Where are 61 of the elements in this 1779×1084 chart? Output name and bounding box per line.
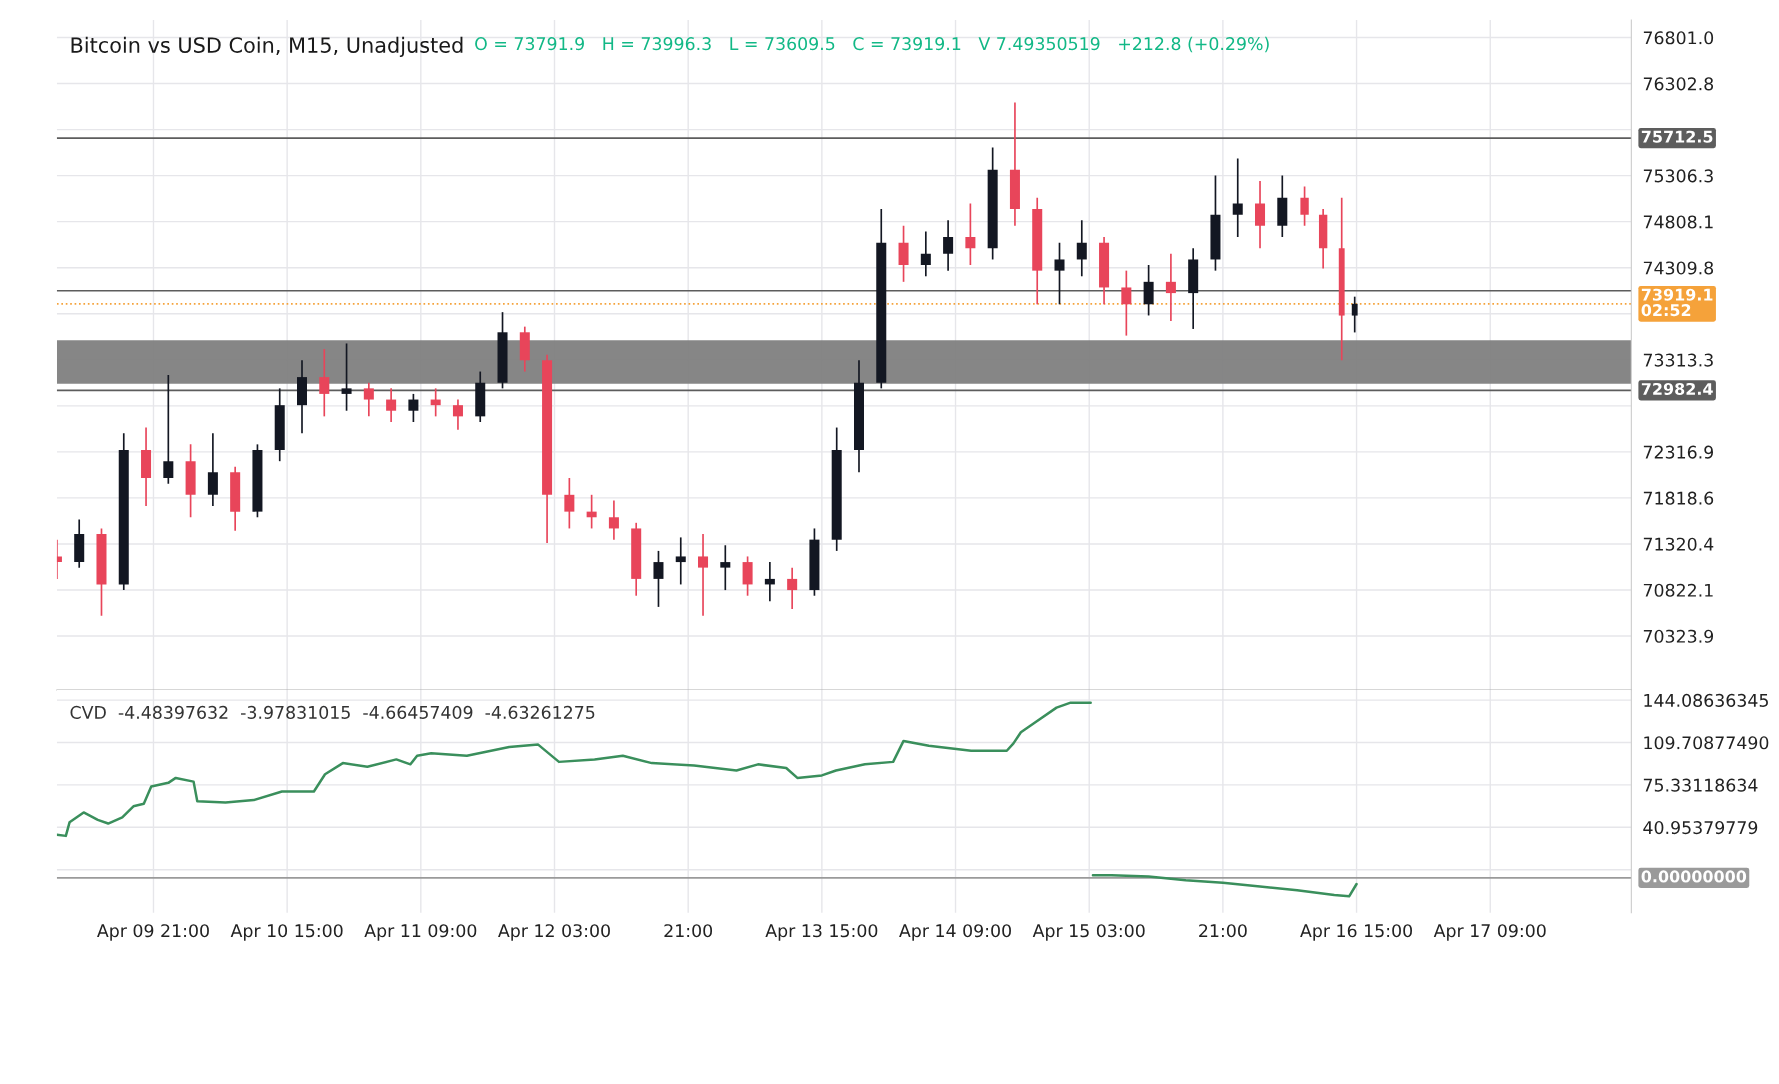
- candlestick: [898, 224, 909, 283]
- y-tick-label: 70822.1: [1643, 583, 1713, 597]
- y-tick-label: 73313.3: [1643, 353, 1713, 367]
- x-tick-label: Apr 13 15:00: [765, 924, 878, 941]
- x-tick-label: Apr 17 09:00: [1433, 924, 1546, 941]
- y-tick-label: 70323.9: [1643, 629, 1714, 643]
- y-tick-label: 74808.1: [1643, 215, 1713, 229]
- x-tick-label: Apr 09 21:00: [97, 924, 209, 941]
- candlestick: [408, 393, 419, 423]
- text: CVD -4.48397632 -3.97831015 -4.66457409 -4.63261275: [70, 705, 595, 719]
- candlestick: [698, 533, 709, 617]
- candlestick: [965, 202, 976, 266]
- y-tick-label: 76302.8: [1643, 77, 1714, 91]
- text: Bitcoin vs USD Coin, M15, Unadjusted: [71, 36, 463, 57]
- x-tick-label: 21:00: [1199, 924, 1247, 938]
- candlestick: [363, 381, 374, 418]
- candlestick: [920, 230, 931, 278]
- candlestick: [1165, 252, 1176, 322]
- x-tick-label: Apr 10 15:00: [230, 924, 343, 941]
- y-tick-label: 109.70877490: [1644, 736, 1769, 750]
- candlestick: [452, 398, 463, 431]
- ref-line-label: 72982.4: [1641, 382, 1713, 395]
- candlestick: [386, 387, 397, 423]
- x-tick-label: 21:00: [664, 924, 713, 938]
- candlestick: [742, 555, 753, 597]
- y-tick-label: 144.08636345: [1644, 693, 1768, 707]
- candlestick: [675, 536, 686, 586]
- x-tick-label: Apr 11 09:00: [364, 924, 477, 941]
- x-tick-label: Apr 16 15:00: [1300, 924, 1413, 941]
- candlestick: [1255, 180, 1266, 250]
- candlestick: [1143, 264, 1154, 317]
- text: O = 73791.9 H = 73996.3 L = 73609.5 C = 73919.1 V 7.49350519 +212.8 (+0.29%): [475, 36, 1269, 53]
- ref-line-label: 0.00000000: [1641, 870, 1747, 883]
- y-tick-label: 40.95379779: [1643, 821, 1758, 835]
- candlestick: [653, 550, 664, 608]
- candlestick: [341, 342, 352, 412]
- candlestick: [943, 219, 954, 272]
- x-tick-label: Apr 15 03:00: [1032, 924, 1145, 941]
- y-tick-label: 71818.6: [1643, 491, 1714, 505]
- candlestick: [564, 477, 575, 530]
- candlestick: [319, 348, 330, 418]
- candlestick: [207, 432, 218, 507]
- x-tick-label: Apr 12 03:00: [498, 924, 610, 941]
- candlestick: [1300, 185, 1309, 227]
- candlestick: [163, 374, 174, 485]
- candlestick: [1054, 241, 1065, 306]
- candlestick: [1121, 269, 1132, 337]
- y-tick-label: 71320.4: [1643, 537, 1714, 551]
- ref-line-label: 75712.5: [1641, 130, 1713, 143]
- ref-line-label: 73919.1 02:52: [1641, 288, 1713, 317]
- candlestick: [720, 544, 731, 591]
- y-tick-label: 72316.9: [1643, 445, 1714, 459]
- candlestick: [787, 566, 798, 610]
- candlestick: [1232, 157, 1243, 238]
- candlestick: [608, 499, 619, 541]
- x-tick-label: Apr 14 09:00: [899, 924, 1011, 941]
- y-tick-label: 75.33118634: [1643, 778, 1758, 792]
- y-tick-label: 74309.8: [1643, 261, 1714, 275]
- y-tick-label: 75306.3: [1643, 169, 1713, 183]
- y-tick-label: 76801.0: [1643, 31, 1714, 45]
- candlestick: [1076, 219, 1087, 278]
